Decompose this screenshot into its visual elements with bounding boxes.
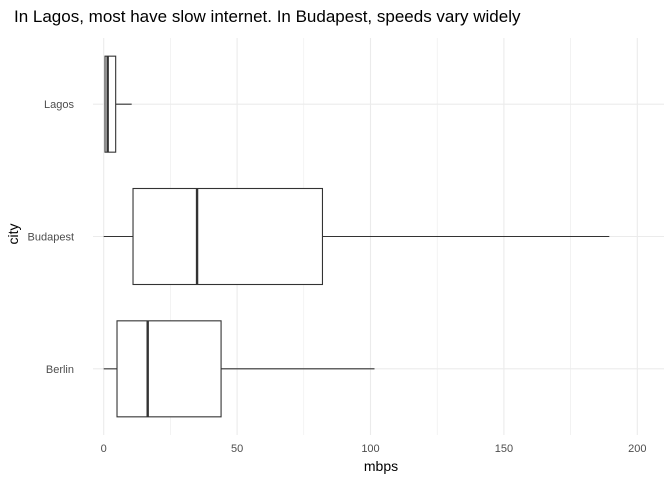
- y-tick-label-berlin: Berlin: [46, 364, 74, 376]
- box-layer: [103, 55, 610, 418]
- x-axis-title: mbps: [364, 458, 398, 474]
- y-tick-label-lagos: Lagos: [44, 99, 74, 111]
- tick-layer: 0 50 100 150 200 Berlin Budapest Lagos: [28, 99, 647, 455]
- iqr-box: [104, 55, 117, 153]
- x-tick-label: 200: [628, 443, 646, 455]
- box-lagos: [104, 55, 132, 153]
- y-tick-label-budapest: Budapest: [28, 232, 74, 244]
- chart-title: In Lagos, most have slow internet. In Bu…: [14, 7, 521, 26]
- iqr-box: [132, 187, 324, 286]
- x-tick-label: 50: [231, 443, 243, 455]
- box-budapest: [103, 187, 610, 286]
- x-tick-label: 0: [101, 443, 107, 455]
- iqr-box: [116, 320, 222, 418]
- x-tick-label: 150: [495, 443, 513, 455]
- y-axis-title: city: [5, 224, 21, 245]
- box-berlin: [103, 320, 375, 418]
- x-tick-label: 100: [361, 443, 379, 455]
